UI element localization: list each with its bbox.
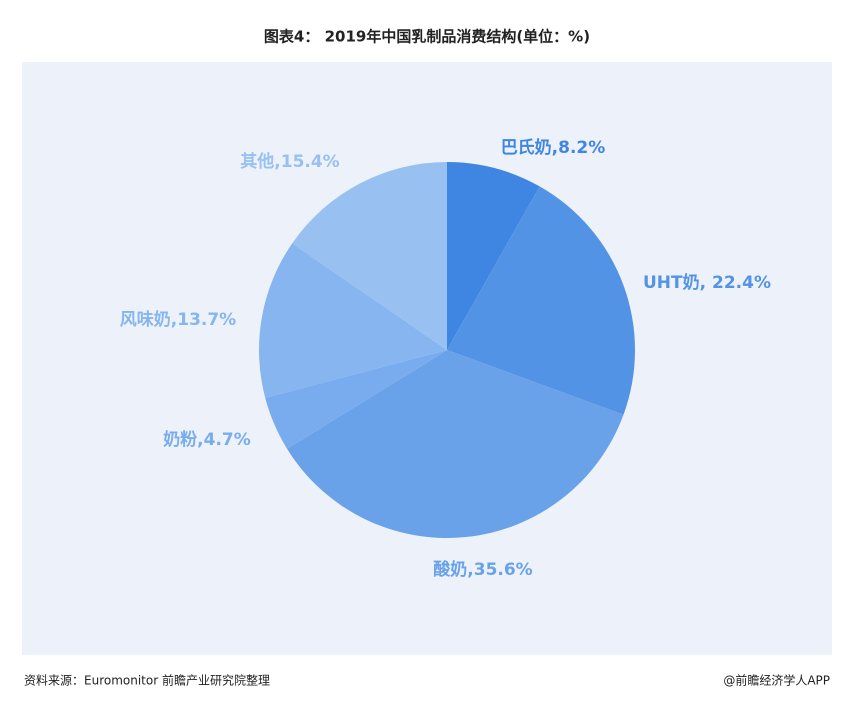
data-label: 巴氏奶,8.2%	[501, 137, 606, 158]
pie-slice	[292, 162, 447, 350]
data-label: 奶粉,4.7%	[163, 429, 251, 450]
credit: @前瞻经济学人APP	[723, 673, 830, 688]
data-label: UHT奶, 22.4%	[643, 272, 771, 293]
pie-slice	[447, 186, 635, 415]
pie-slice	[265, 350, 447, 449]
data-label: 酸奶,35.6%	[433, 559, 532, 580]
pie-slice	[259, 243, 447, 398]
data-label: 其他,15.4%	[240, 151, 339, 172]
pie-slice	[447, 162, 540, 350]
source-note: 资料来源：Euromonitor 前瞻产业研究院整理	[24, 673, 270, 688]
pie-slice	[287, 350, 624, 538]
chart-title: 图表4： 2019年中国乳制品消费结构(单位：%)	[264, 28, 590, 46]
data-label: 风味奶,13.7%	[120, 309, 236, 330]
